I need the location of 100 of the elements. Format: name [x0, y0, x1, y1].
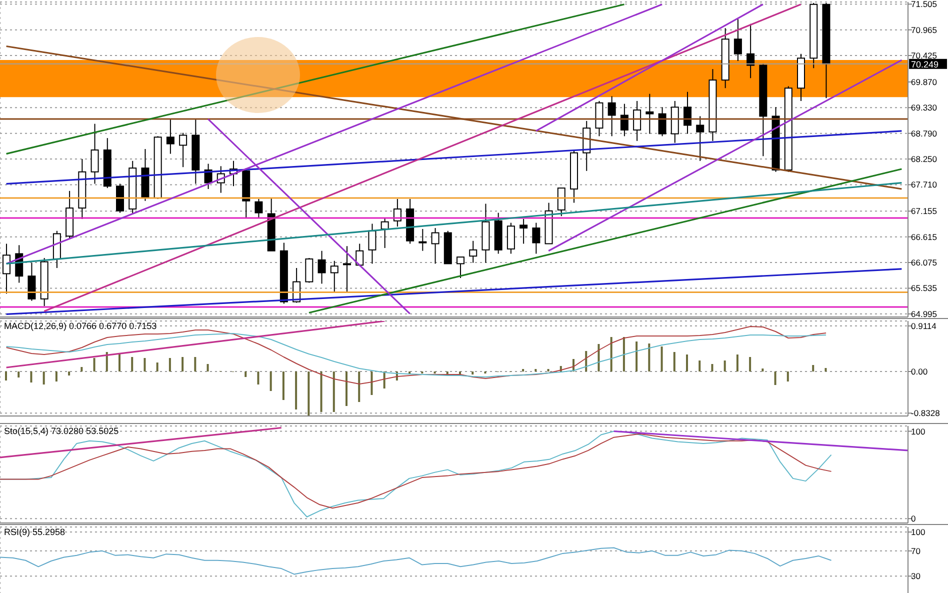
- bar: [168, 358, 171, 372]
- bar: [30, 372, 32, 382]
- candlestick: [469, 240, 478, 264]
- candlestick: [318, 250, 326, 284]
- candlestick: [608, 96, 616, 137]
- line-series: [0, 547, 832, 575]
- bar: [724, 360, 726, 372]
- candlestick: [696, 116, 704, 162]
- y-tick-label: 70.425: [911, 50, 938, 61]
- candlestick: [532, 222, 540, 254]
- candlestick: [431, 228, 440, 264]
- bar: [711, 364, 714, 372]
- y-tick-label: 70: [911, 546, 921, 556]
- bar: [660, 346, 663, 372]
- candlestick: [520, 218, 528, 244]
- bar: [18, 372, 20, 378]
- bar: [749, 357, 752, 372]
- bar: [118, 354, 120, 372]
- candlestick: [557, 188, 566, 217]
- bar: [636, 342, 638, 372]
- bar: [5, 372, 7, 380]
- bar: [194, 357, 196, 372]
- y-tick-label: 66.615: [911, 232, 938, 242]
- candlestick: [746, 23, 755, 79]
- candlestick: [166, 118, 174, 154]
- candlestick: [2, 243, 10, 294]
- y-tick-label: 0.9114: [911, 320, 937, 331]
- bar: [824, 368, 827, 372]
- candlestick: [658, 106, 666, 137]
- y-tick-label: 69.330: [911, 102, 938, 113]
- y-tick-label: 65.535: [911, 283, 938, 294]
- bar: [346, 372, 348, 406]
- bar: [648, 344, 650, 372]
- chart-title: RSI(9) 55.2958: [4, 527, 66, 537]
- candlestick: [418, 228, 427, 252]
- candlestick: [330, 260, 338, 294]
- bar: [698, 360, 701, 372]
- bar: [320, 372, 322, 412]
- candlestick: [506, 222, 515, 254]
- y-tick-label: 0.00: [911, 366, 928, 377]
- bar: [686, 354, 688, 372]
- line-series: [6, 333, 827, 378]
- bar: [332, 372, 335, 412]
- bar: [673, 352, 676, 372]
- candlestick: [393, 198, 402, 228]
- candlestick: [90, 123, 99, 184]
- bar: [812, 365, 814, 372]
- chart-title: MACD(12,26,9) 0.0766 0.6770 0.7153: [4, 321, 157, 331]
- bar: [295, 372, 298, 410]
- candlestick: [343, 246, 351, 294]
- ref-line-label: 70.249: [911, 59, 939, 70]
- candlestick: [684, 91, 692, 134]
- y-tick-label: 100: [911, 527, 926, 538]
- bar: [308, 372, 310, 416]
- bar: [206, 364, 209, 372]
- candlestick: [28, 262, 36, 302]
- bar: [80, 367, 83, 372]
- bar: [786, 372, 789, 382]
- y-tick-label: 68.250: [911, 154, 938, 164]
- y-tick-label: 67.710: [911, 180, 938, 190]
- bar: [68, 372, 70, 376]
- bar: [93, 358, 96, 372]
- bar: [257, 372, 260, 384]
- y-tick-label: 100: [911, 426, 926, 436]
- candlestick: [456, 256, 464, 278]
- bar: [774, 372, 776, 385]
- bar: [55, 372, 58, 382]
- candlestick: [368, 223, 376, 264]
- bar: [106, 352, 108, 372]
- bar: [736, 354, 738, 372]
- bar: [610, 337, 612, 372]
- candlestick: [305, 257, 314, 284]
- candlestick: [380, 218, 389, 249]
- y-tick-label: 64.995: [911, 308, 938, 319]
- y-tick-label: 0: [911, 514, 916, 524]
- bar: [270, 372, 272, 391]
- y-tick-label: 66.075: [911, 258, 938, 268]
- bar: [622, 337, 625, 372]
- bar: [282, 372, 284, 400]
- candlestick: [646, 93, 654, 134]
- y-tick-label: 71.505: [911, 0, 938, 10]
- bar: [244, 372, 247, 377]
- candlestick: [633, 100, 642, 142]
- candlestick: [179, 132, 188, 168]
- bar: [370, 372, 373, 395]
- bar: [42, 372, 45, 384]
- bar: [144, 358, 146, 372]
- bar: [131, 357, 134, 372]
- y-tick-label: 30: [911, 571, 921, 582]
- y-tick-label: 68.790: [911, 128, 938, 138]
- bar: [182, 357, 184, 372]
- candlestick: [620, 103, 628, 137]
- y-tick-label: -0.8328: [911, 408, 940, 418]
- bar: [598, 344, 600, 372]
- bar: [156, 362, 158, 372]
- bar: [762, 368, 764, 372]
- candlestick: [254, 198, 263, 219]
- chart-title: Sto(15,5,4) 73.0280 53.5025: [4, 426, 119, 436]
- candlestick: [734, 18, 742, 62]
- bar: [472, 372, 474, 374]
